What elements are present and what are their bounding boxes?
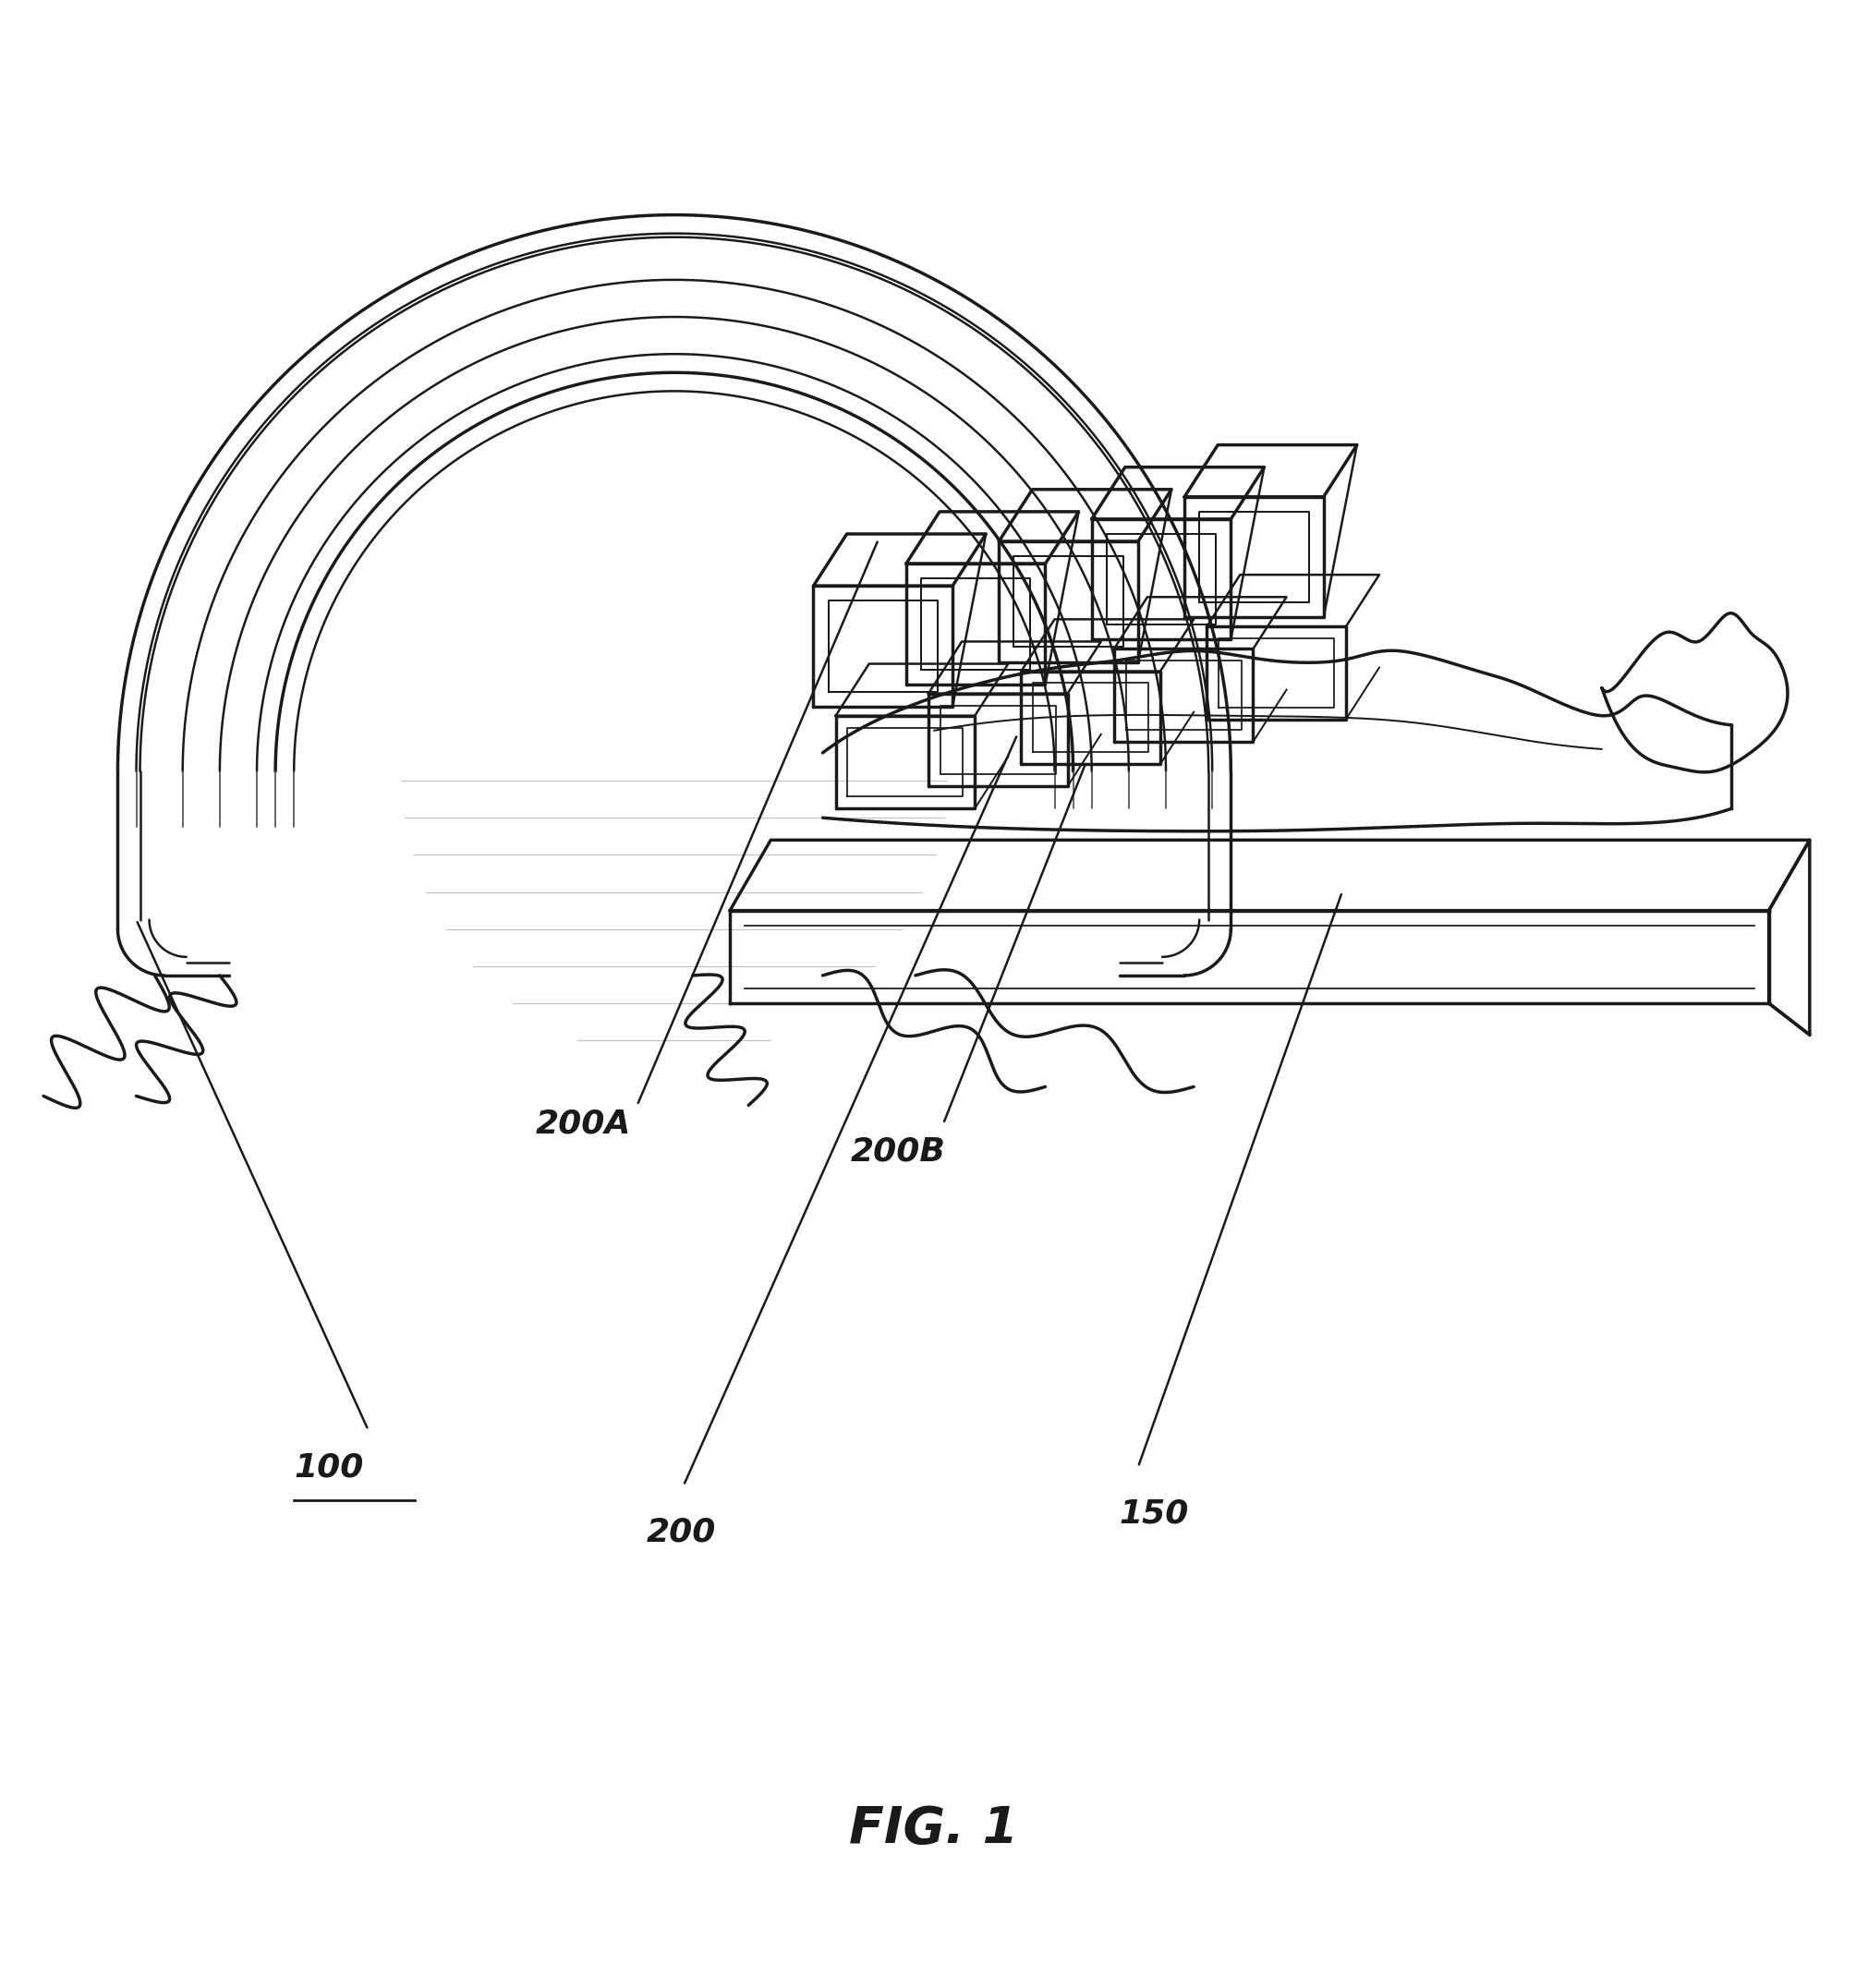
Text: 200B: 200B (850, 1135, 945, 1167)
Text: 150: 150 (1119, 1497, 1190, 1529)
Text: 100: 100 (293, 1451, 364, 1483)
Text: 200A: 200A (534, 1107, 631, 1139)
Text: FIG. 1: FIG. 1 (850, 1803, 1018, 1853)
Text: 200: 200 (646, 1517, 715, 1549)
